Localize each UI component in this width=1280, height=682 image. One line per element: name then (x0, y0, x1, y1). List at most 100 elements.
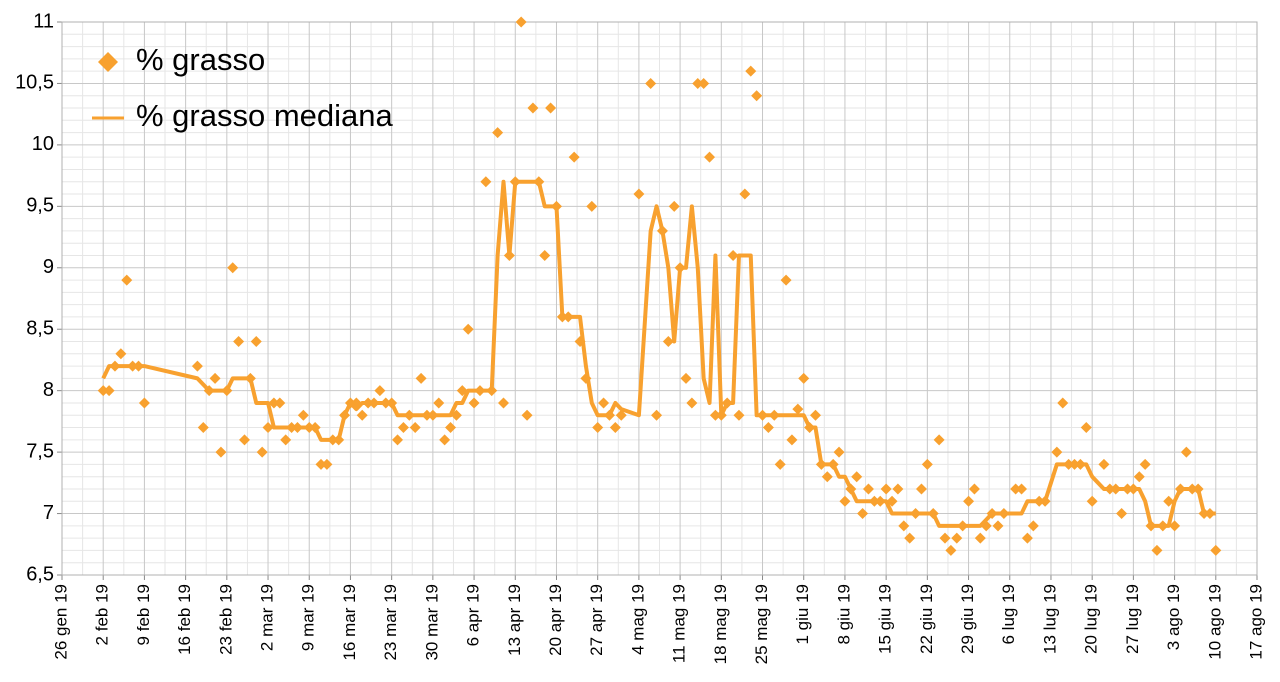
scatter-point (321, 458, 333, 470)
x-tick-label: 11 mag 19 (670, 584, 689, 663)
scatter-point (945, 544, 957, 556)
x-tick-label: 30 mar 19 (422, 584, 441, 661)
scatter-point (498, 397, 510, 409)
scatter-point (409, 422, 421, 434)
x-tick-label: 16 mar 19 (340, 584, 359, 661)
y-tick-label: 10,5 (15, 72, 54, 94)
scatter-point (645, 77, 657, 89)
scatter-point (233, 336, 245, 348)
y-tick-label: 9 (43, 256, 54, 278)
scatter-point (968, 483, 980, 495)
scatter-point (833, 446, 845, 458)
scatter-point (297, 409, 309, 421)
scatter-point (892, 483, 904, 495)
scatter-point (704, 151, 716, 163)
scatter-point (1010, 483, 1022, 495)
x-tick-label: 27 apr 19 (587, 584, 606, 656)
scatter-point (1139, 458, 1151, 470)
scatter-point (1163, 495, 1175, 507)
scatter-point (792, 403, 804, 415)
y-tick-label: 11 (33, 10, 54, 32)
x-tick-label: 3 ago 19 (1164, 584, 1183, 650)
x-tick-label: 13 apr 19 (505, 584, 524, 656)
scatter-point (539, 249, 551, 261)
scatter-point (709, 409, 721, 421)
scatter-point (1080, 422, 1092, 434)
legend-label: % grasso mediana (136, 98, 394, 133)
scatter-point (904, 532, 916, 544)
scatter-point (462, 323, 474, 335)
x-tick-label: 2 mar 19 (258, 584, 277, 651)
x-tick-label: 17 ago 19 (1246, 584, 1265, 660)
scatter-point (786, 434, 798, 446)
scatter-point (397, 422, 409, 434)
scatter-point (238, 434, 250, 446)
scatter-point (680, 372, 692, 384)
scatter-point (1021, 532, 1033, 544)
scatter-point (739, 188, 751, 200)
scatter-point (798, 372, 810, 384)
scatter-point (545, 102, 557, 114)
scatter-point (268, 397, 280, 409)
x-tick-label: 16 feb 19 (175, 584, 194, 655)
x-tick-label: 13 lug 19 (1040, 584, 1059, 654)
scatter-point (880, 483, 892, 495)
x-tick-label: 1 giu 19 (793, 584, 812, 645)
x-tick-label: 10 ago 19 (1205, 584, 1224, 660)
scatter-point (1169, 520, 1181, 532)
scatter-point (992, 520, 1004, 532)
scatter-point (103, 385, 115, 397)
scatter-point (215, 446, 227, 458)
scatter-point (191, 360, 203, 372)
scatter-point (1051, 446, 1063, 458)
scatter-point (1210, 544, 1222, 556)
scatter-point (515, 16, 527, 28)
scatter-point (115, 348, 127, 360)
scatter-point (851, 471, 863, 483)
x-tick-label: 22 giu 19 (917, 584, 936, 654)
x-tick-label: 4 mag 19 (628, 584, 647, 655)
scatter-point (315, 458, 327, 470)
plot-frame (61, 21, 1258, 576)
scatter-point (745, 65, 757, 77)
scatter-point (356, 409, 368, 421)
x-tick-label: 29 giu 19 (958, 584, 977, 654)
y-tick-label: 8 (43, 379, 54, 401)
scatter-point (492, 127, 504, 139)
scatter-point (227, 262, 239, 274)
scatter-point (821, 471, 833, 483)
legend-label: % grasso (136, 42, 265, 77)
y-tick-label: 10 (32, 133, 54, 155)
scatter-point (609, 422, 621, 434)
scatter-point (862, 483, 874, 495)
scatter-point (921, 458, 933, 470)
scatter-point (250, 336, 262, 348)
scatter-point (439, 434, 451, 446)
y-tick-label: 6,5 (26, 563, 54, 585)
scatter-point (1057, 397, 1069, 409)
scatter-point (97, 385, 109, 397)
scatter-point (138, 397, 150, 409)
scatter-point (209, 372, 221, 384)
scatter-point (898, 520, 910, 532)
scatter-point (933, 434, 945, 446)
scatter-point (480, 176, 492, 188)
scatter-point (433, 397, 445, 409)
scatter-point (280, 434, 292, 446)
scatter-point (568, 151, 580, 163)
scatter-point (698, 77, 710, 89)
x-tick-label: 27 lug 19 (1123, 584, 1142, 654)
x-tick-label: 23 mar 19 (381, 584, 400, 661)
x-tick-label: 20 lug 19 (1082, 584, 1101, 654)
median-line (101, 179, 1216, 528)
scatter-point (951, 532, 963, 544)
scatter-point (857, 508, 869, 520)
scatter-point (445, 422, 457, 434)
scatter-point (592, 422, 604, 434)
scatter-point (939, 532, 951, 544)
scatter-point (121, 274, 133, 286)
scatter-point (374, 385, 386, 397)
scatter-point (733, 409, 745, 421)
x-tick-label: 23 feb 19 (216, 584, 235, 655)
scatter-point (1151, 544, 1163, 556)
